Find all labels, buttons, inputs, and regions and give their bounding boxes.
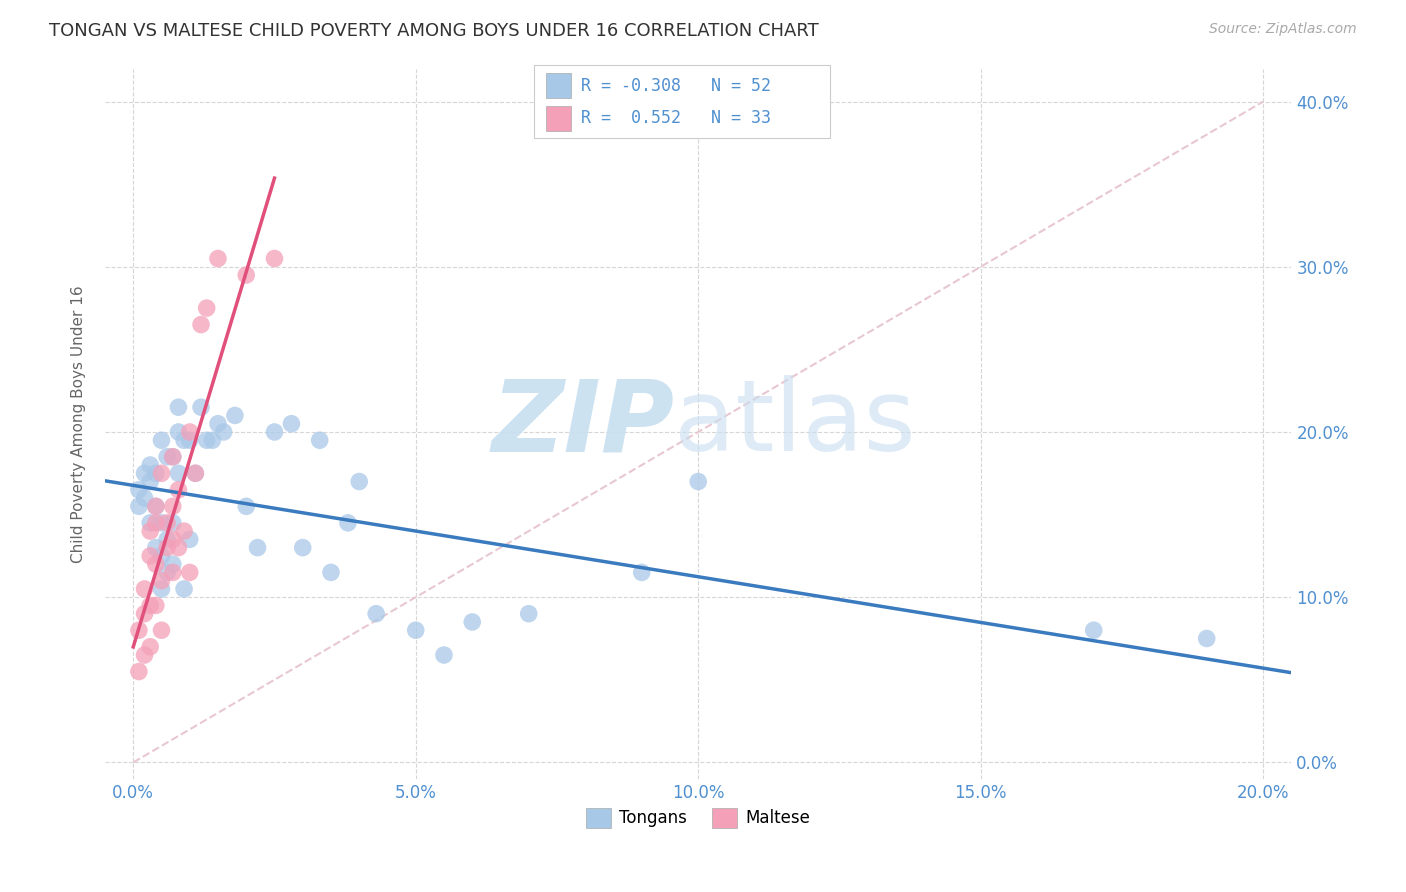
Point: [688, 475, 710, 489]
Point: [139, 475, 162, 489]
Point: [150, 434, 173, 448]
Point: [280, 417, 302, 431]
Point: [145, 500, 167, 514]
Point: [145, 516, 167, 530]
Point: [179, 434, 201, 448]
Point: [1195, 632, 1218, 646]
Point: [145, 500, 167, 514]
Point: [246, 541, 269, 555]
Point: [167, 541, 190, 555]
Point: [366, 607, 388, 621]
Point: [139, 516, 162, 530]
Point: [173, 582, 195, 596]
Point: [134, 607, 156, 621]
Point: [145, 599, 167, 613]
Point: [134, 648, 156, 662]
Point: [630, 566, 652, 580]
Point: [167, 425, 190, 439]
Point: [167, 467, 190, 481]
Point: [162, 450, 184, 464]
Point: [336, 516, 359, 530]
Point: [150, 574, 173, 588]
Point: [461, 615, 484, 629]
Point: [145, 541, 167, 555]
Point: [173, 524, 195, 538]
Point: [134, 582, 156, 596]
Point: [184, 467, 207, 481]
Point: [139, 524, 162, 538]
Point: [184, 467, 207, 481]
Point: [319, 566, 342, 580]
Text: R = -0.308   N = 52: R = -0.308 N = 52: [581, 77, 770, 95]
Point: [156, 533, 179, 547]
Point: [224, 409, 246, 423]
Point: [179, 566, 201, 580]
Point: [156, 566, 179, 580]
Point: [195, 301, 218, 315]
Point: [349, 475, 371, 489]
Point: [156, 541, 179, 555]
Point: [173, 434, 195, 448]
Point: [162, 516, 184, 530]
Point: [207, 252, 229, 266]
Point: [134, 467, 156, 481]
Point: [201, 434, 224, 448]
Point: [433, 648, 456, 662]
Point: [235, 500, 257, 514]
Point: [263, 425, 285, 439]
Point: [195, 434, 218, 448]
Text: ZIP: ZIP: [492, 376, 675, 472]
Point: [162, 500, 184, 514]
Point: [128, 483, 150, 497]
Point: [167, 400, 190, 414]
Point: [212, 425, 235, 439]
Point: [162, 450, 184, 464]
Point: [405, 624, 427, 638]
Point: [179, 425, 201, 439]
Text: Source: ZipAtlas.com: Source: ZipAtlas.com: [1209, 22, 1357, 37]
Point: [150, 467, 173, 481]
Text: R =  0.552   N = 33: R = 0.552 N = 33: [581, 109, 770, 127]
Point: [134, 491, 156, 505]
Text: TONGAN VS MALTESE CHILD POVERTY AMONG BOYS UNDER 16 CORRELATION CHART: TONGAN VS MALTESE CHILD POVERTY AMONG BO…: [49, 22, 818, 40]
Point: [145, 467, 167, 481]
Point: [139, 640, 162, 654]
Point: [156, 516, 179, 530]
Point: [291, 541, 314, 555]
Point: [167, 483, 190, 497]
Point: [263, 252, 285, 266]
Point: [139, 549, 162, 563]
Point: [162, 566, 184, 580]
Point: [156, 450, 179, 464]
Y-axis label: Child Poverty Among Boys Under 16: Child Poverty Among Boys Under 16: [72, 285, 86, 563]
Point: [517, 607, 540, 621]
Point: [128, 500, 150, 514]
Point: [308, 434, 330, 448]
Point: [139, 599, 162, 613]
Point: [1083, 624, 1105, 638]
Point: [150, 516, 173, 530]
Point: [207, 417, 229, 431]
Point: [145, 557, 167, 571]
Point: [128, 624, 150, 638]
Point: [150, 624, 173, 638]
Point: [150, 549, 173, 563]
Point: [190, 400, 212, 414]
Point: [150, 582, 173, 596]
Text: atlas: atlas: [675, 376, 917, 472]
Point: [235, 268, 257, 282]
Point: [162, 557, 184, 571]
Point: [139, 458, 162, 472]
Point: [128, 665, 150, 679]
Point: [179, 533, 201, 547]
Legend: Tongans, Maltese: Tongans, Maltese: [579, 801, 817, 835]
Point: [162, 533, 184, 547]
Point: [190, 318, 212, 332]
